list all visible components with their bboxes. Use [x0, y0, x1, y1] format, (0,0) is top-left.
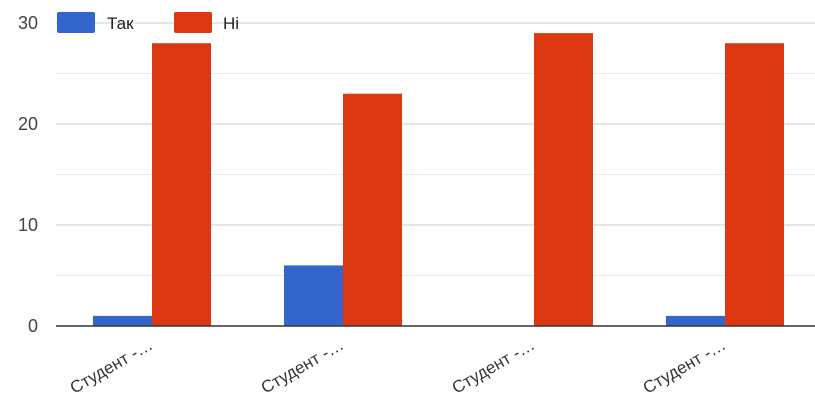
y-tick-label: 20: [18, 114, 38, 134]
category-labels: Студент -… Студент -… Студент -… Студент -…: [67, 335, 729, 398]
category-label: Студент -…: [640, 335, 729, 398]
legend: Так Ні: [57, 12, 239, 33]
y-tick-label: 30: [18, 13, 38, 33]
legend-label-series-1: Ні: [223, 14, 239, 33]
y-tick-label: 0: [28, 316, 38, 336]
bars: [93, 33, 784, 326]
legend-label-series-0: Так: [107, 14, 134, 33]
bar-series-1-category-3: [725, 43, 784, 326]
legend-swatch-series-0: [57, 12, 95, 33]
legend-swatch-series-1: [174, 12, 212, 33]
bar-series-1-category-0: [152, 43, 211, 326]
category-label: Студент -…: [258, 335, 347, 398]
y-axis-ticks: 0 10 20 30: [18, 13, 38, 336]
category-label: Студент -…: [449, 335, 538, 398]
category-label: Студент -…: [67, 335, 156, 398]
bar-series-0-category-1: [284, 265, 343, 326]
bar-series-1-category-1: [343, 93, 402, 326]
y-tick-label: 10: [18, 215, 38, 235]
bar-series-0-category-0: [93, 315, 152, 326]
bar-series-1-category-2: [534, 33, 593, 326]
bar-series-0-category-3: [666, 315, 725, 326]
